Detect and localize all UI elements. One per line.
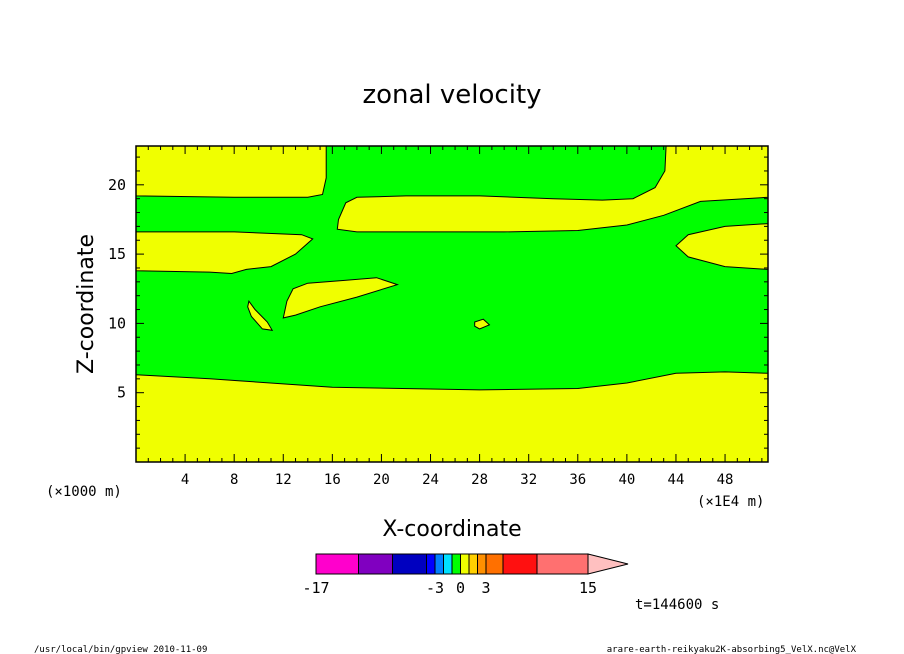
x-tick-label: 32	[520, 472, 537, 488]
colorbar-segment	[477, 553, 487, 575]
colorbar	[315, 553, 629, 575]
x-tick-label: 28	[471, 472, 488, 488]
x-tick-label: 16	[324, 472, 341, 488]
y-tick-label: 10	[108, 314, 126, 332]
plot-frame	[135, 145, 769, 463]
x-axis-label: X-coordinate	[382, 517, 521, 542]
x-unit-left: (×1000 m)	[46, 484, 122, 500]
colorbar-segment	[536, 553, 589, 575]
y-axis-label: Z-coordinate	[74, 234, 99, 374]
y-tick-label: 15	[108, 245, 126, 263]
x-tick-label: 20	[373, 472, 390, 488]
colorbar-segment	[434, 553, 444, 575]
contour-plot-area	[136, 146, 768, 462]
x-tick-label: 8	[230, 472, 238, 488]
x-tick-label: 24	[422, 472, 439, 488]
contour-region-7	[474, 318, 491, 330]
x-tick-label: 44	[668, 472, 685, 488]
y-axis-ticks: 5 10 15 20	[108, 156, 768, 449]
contour-region-5	[282, 277, 400, 319]
x-tick-label: 12	[275, 472, 292, 488]
contour-region-1	[136, 371, 768, 462]
colorbar-segment	[426, 553, 436, 575]
colorbar-label: 0	[456, 579, 465, 597]
colorbar-segment	[358, 553, 393, 575]
colorbar-label: 15	[579, 579, 597, 597]
x-tick-label: 4	[181, 472, 189, 488]
contour-region-3	[336, 146, 768, 233]
y-tick-label: 20	[108, 176, 126, 194]
contour-region-8	[675, 223, 768, 270]
contour-region-6	[247, 300, 274, 331]
time-label: t=144600 s	[635, 597, 719, 613]
colorbar-labels: -17 -3 0 3 15	[302, 579, 597, 597]
colorbar-segment	[392, 553, 427, 575]
colorbar-segment	[460, 553, 470, 575]
colorbar-label: 3	[481, 579, 490, 597]
x-axis-ticks: 4 8 12 16 20 24 28 32 36 40 44 48	[147, 146, 763, 488]
colorbar-segment	[485, 553, 504, 575]
chart-title: zonal velocity	[362, 80, 541, 110]
y-tick-label: 5	[117, 384, 126, 402]
colorbar-segment	[502, 553, 538, 575]
colorbar-segment	[451, 553, 461, 575]
footer-left: /usr/local/bin/gpview 2010-11-09	[34, 645, 207, 654]
colorbar-extend-arrow	[587, 553, 629, 575]
x-unit-right: (×1E4 m)	[697, 494, 764, 510]
colorbar-segment	[468, 553, 478, 575]
colorbar-segment	[443, 553, 453, 575]
contour-regions	[136, 146, 768, 462]
contour-region-2	[136, 146, 327, 198]
colorbar-label: -17	[302, 579, 329, 597]
contour-region-4	[136, 231, 314, 275]
footer-right: arare-earth-reikyaku2K-absorbing5_VelX.n…	[607, 645, 857, 654]
colorbar-label: -3	[426, 579, 444, 597]
colorbar-segment	[315, 553, 359, 575]
x-tick-label: 40	[618, 472, 635, 488]
x-tick-label: 48	[717, 472, 734, 488]
x-tick-label: 36	[569, 472, 586, 488]
